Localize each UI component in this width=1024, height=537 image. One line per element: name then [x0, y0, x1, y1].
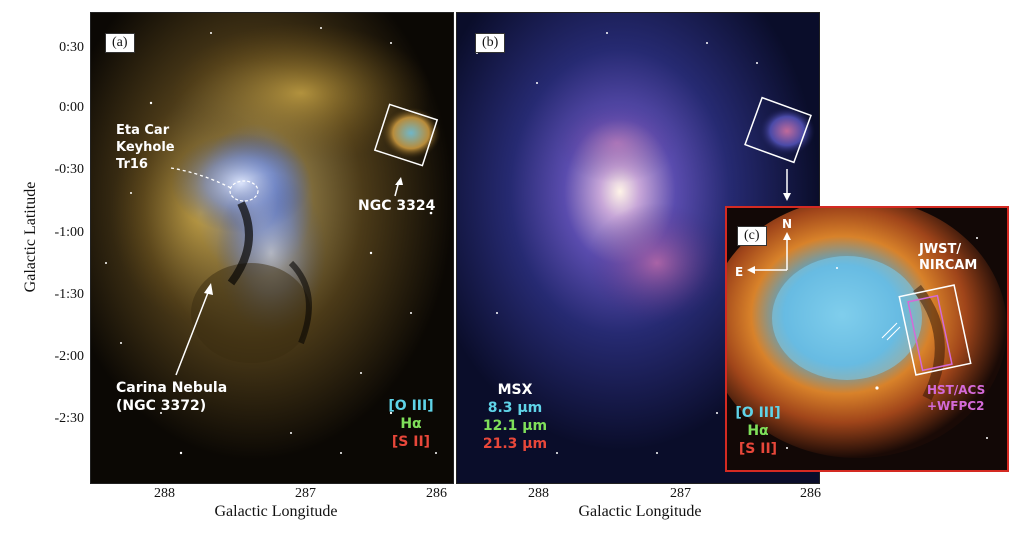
- label-ngc3324: NGC 3324: [358, 198, 436, 214]
- legend-21um: 21.3 μm: [482, 436, 548, 452]
- y-tick-label: -1:30: [54, 287, 84, 302]
- x-tick-label: 286: [800, 486, 821, 501]
- x-tick-label: 286: [426, 486, 447, 501]
- legend-oiii: [O III]: [388, 398, 434, 414]
- y-tick-label: -2:00: [54, 349, 84, 364]
- x-tick-label: 288: [154, 486, 175, 501]
- label-hst-acs: HST/ACS: [927, 383, 986, 397]
- legend-12um: 12.1 μm: [482, 418, 548, 434]
- label-eta-car: Eta Car: [116, 123, 170, 138]
- x-axis-title-a: Galactic Longitude: [214, 503, 338, 520]
- compass-e-label: E: [735, 265, 744, 279]
- compass-arrows: [747, 232, 791, 274]
- panel-a-letter: (a): [105, 33, 135, 53]
- x-axis-title-b: Galactic Longitude: [578, 503, 702, 520]
- x-tick-label: 287: [295, 486, 316, 501]
- label-ngc3372: (NGC 3372): [116, 398, 207, 414]
- legend-halpha: Hα: [400, 416, 422, 432]
- label-keyhole: Keyhole: [116, 140, 175, 155]
- panel-c-letter: (c): [737, 226, 767, 246]
- y-tick-label: -0:30: [54, 162, 84, 177]
- label-carina-nebula: Carina Nebula: [116, 380, 228, 396]
- panel-a-legend: [O III] Hα [S II]: [381, 397, 441, 451]
- panel-b-overlays: [744, 96, 812, 201]
- panel-b-letter: (b): [475, 33, 506, 53]
- y-tick-label: 0:30: [59, 40, 84, 55]
- y-tick-label: -2:30: [54, 411, 84, 426]
- label-nircam: NIRCAM: [919, 258, 978, 273]
- panel-c-legend: [O III] Hα [S II]: [733, 404, 783, 458]
- panel-c-image: (c) N E JWST/ NIRCAM HST/ACS +WFPC2 [O I…: [725, 206, 1009, 472]
- x-tick-label: 287: [670, 486, 691, 501]
- panel-b-legend: MSX 8.3 μm 12.1 μm 21.3 μm: [465, 381, 565, 453]
- panel-a-overlays: [170, 103, 439, 376]
- y-tick-label: -1:00: [54, 225, 84, 240]
- label-wfpc2: +WFPC2: [927, 399, 985, 413]
- x-tick-label: 288: [528, 486, 549, 501]
- label-tr16: Tr16: [116, 157, 148, 172]
- legend-oiii: [O III]: [735, 405, 781, 421]
- legend-halpha: Hα: [747, 423, 769, 439]
- legend-8um: 8.3 μm: [487, 400, 543, 416]
- y-tick-label: 0:00: [59, 100, 84, 115]
- ngc3324-inset-image: [727, 208, 1007, 470]
- carina-optical-image: [91, 13, 453, 483]
- panel-a-image: (a) Eta Car Keyhole Tr16 NGC 3324 Carina…: [90, 12, 454, 484]
- legend-sii: [S II]: [738, 441, 778, 457]
- panel-c-overlays: [747, 232, 972, 376]
- legend-msx-title: MSX: [497, 382, 533, 398]
- compass-n-label: N: [782, 217, 793, 231]
- legend-sii: [S II]: [391, 434, 431, 450]
- label-jwst: JWST/: [919, 242, 962, 257]
